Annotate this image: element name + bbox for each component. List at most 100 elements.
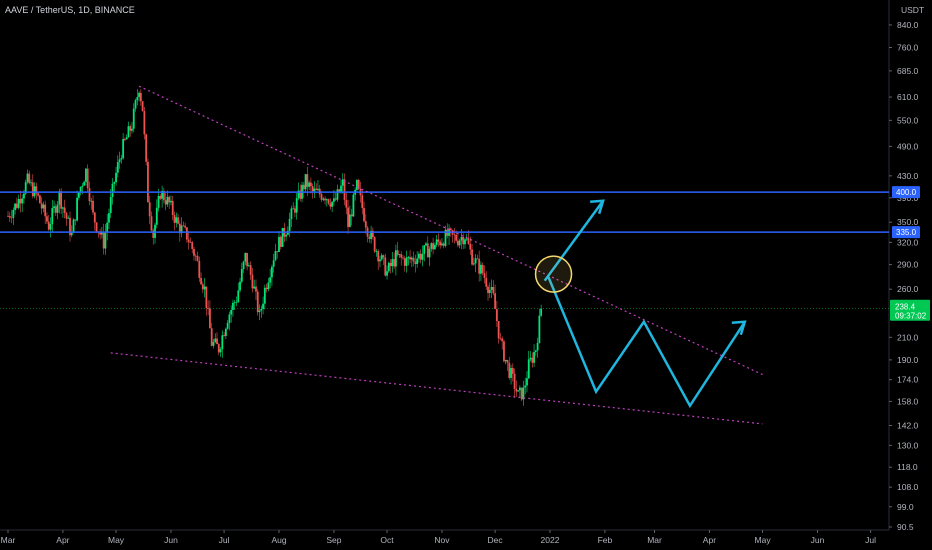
candle-body bbox=[364, 221, 367, 228]
candle-body bbox=[533, 351, 535, 363]
candle-body bbox=[506, 359, 509, 363]
candle-body bbox=[12, 209, 15, 218]
candle-body bbox=[132, 108, 135, 129]
candle-body bbox=[212, 342, 215, 346]
candle-body bbox=[217, 344, 220, 353]
candle-body bbox=[139, 92, 142, 102]
candle-body bbox=[380, 255, 383, 260]
candle-body bbox=[255, 286, 257, 292]
candle-body bbox=[189, 242, 192, 243]
candle-body bbox=[400, 254, 403, 258]
candle-body bbox=[14, 203, 16, 210]
candle-body bbox=[148, 202, 151, 217]
candle-body bbox=[226, 323, 229, 329]
candle-body bbox=[244, 252, 247, 262]
candle-body bbox=[200, 277, 202, 285]
candle-body bbox=[407, 257, 410, 258]
y-tick-label: 190.0 bbox=[897, 355, 919, 365]
candle-body bbox=[81, 185, 84, 187]
candle-body bbox=[524, 385, 527, 388]
candle-body bbox=[99, 232, 102, 235]
candle-body bbox=[193, 248, 195, 256]
candle-body bbox=[531, 357, 534, 363]
candle-body bbox=[95, 222, 98, 232]
candle-body bbox=[150, 216, 153, 231]
candle-body bbox=[10, 217, 13, 219]
candle-body bbox=[297, 190, 300, 199]
x-tick-label: Nov bbox=[434, 535, 450, 545]
candle-body bbox=[292, 208, 295, 210]
candle-body bbox=[368, 236, 371, 239]
candle-body bbox=[83, 181, 86, 186]
candle-body bbox=[387, 262, 390, 272]
candle-body bbox=[138, 92, 140, 98]
candle-body bbox=[203, 286, 206, 290]
candle-body bbox=[357, 180, 360, 189]
candle-body bbox=[100, 231, 103, 235]
candle-body bbox=[177, 217, 179, 224]
candle-body bbox=[295, 198, 298, 213]
breakout-circle-marker[interactable] bbox=[534, 255, 573, 293]
candle-body bbox=[522, 387, 525, 400]
candle-body bbox=[334, 198, 337, 200]
candle-body bbox=[233, 302, 236, 304]
candle-body bbox=[230, 309, 233, 315]
candle-body bbox=[432, 243, 435, 250]
candle-body bbox=[416, 258, 419, 264]
y-tick-label: 840.0 bbox=[897, 20, 919, 30]
candle-body bbox=[205, 286, 208, 308]
candle-body bbox=[194, 255, 197, 257]
x-tick-label: Jul bbox=[219, 535, 230, 545]
candle-body bbox=[184, 225, 187, 228]
candle-body bbox=[108, 213, 110, 223]
candle-body bbox=[410, 257, 413, 260]
candle-body bbox=[221, 335, 224, 350]
candle-body bbox=[442, 243, 445, 246]
candle-body bbox=[76, 197, 78, 221]
x-tick-label: Sep bbox=[326, 535, 341, 545]
candle-body bbox=[125, 137, 128, 140]
candle-body bbox=[152, 230, 155, 238]
candle-body bbox=[210, 328, 213, 346]
candle-body bbox=[462, 236, 465, 245]
candle-body bbox=[30, 182, 32, 184]
candle-body bbox=[74, 219, 77, 221]
candle-body bbox=[465, 238, 468, 240]
candle-body bbox=[336, 189, 339, 200]
candle-body bbox=[251, 274, 254, 289]
candle-body bbox=[147, 161, 149, 203]
projection-zigzag-line[interactable] bbox=[547, 276, 746, 409]
candle-body bbox=[175, 217, 178, 223]
candle-body bbox=[290, 208, 293, 219]
candle-body bbox=[315, 188, 318, 191]
candle-body bbox=[102, 231, 105, 249]
candle-body bbox=[444, 229, 447, 246]
candle-body bbox=[19, 198, 22, 204]
candle-body bbox=[247, 265, 250, 267]
trend-line-lower[interactable] bbox=[110, 352, 763, 425]
candle-body bbox=[88, 188, 91, 202]
candle-body bbox=[513, 373, 516, 389]
candle-body bbox=[122, 139, 125, 159]
candle-body bbox=[258, 310, 261, 313]
candle-body bbox=[483, 273, 486, 278]
candle-body bbox=[375, 251, 378, 252]
candle-body bbox=[540, 308, 543, 316]
x-tick-label: 2022 bbox=[541, 535, 560, 545]
candle-body bbox=[46, 216, 48, 222]
candle-body bbox=[503, 341, 505, 362]
candle-body bbox=[49, 224, 52, 230]
y-tick-label: 610.0 bbox=[897, 92, 919, 102]
y-tick-label: 174.0 bbox=[897, 375, 919, 385]
candle-body bbox=[499, 338, 502, 340]
x-tick-label: Jun bbox=[164, 535, 178, 545]
projection-up-line[interactable] bbox=[543, 199, 605, 282]
candle-body bbox=[185, 227, 188, 240]
candle-body bbox=[361, 195, 364, 209]
y-tick-label: 210.0 bbox=[897, 332, 919, 342]
candle-body bbox=[467, 238, 470, 244]
candle-body bbox=[474, 258, 477, 264]
candle-body bbox=[191, 242, 194, 249]
